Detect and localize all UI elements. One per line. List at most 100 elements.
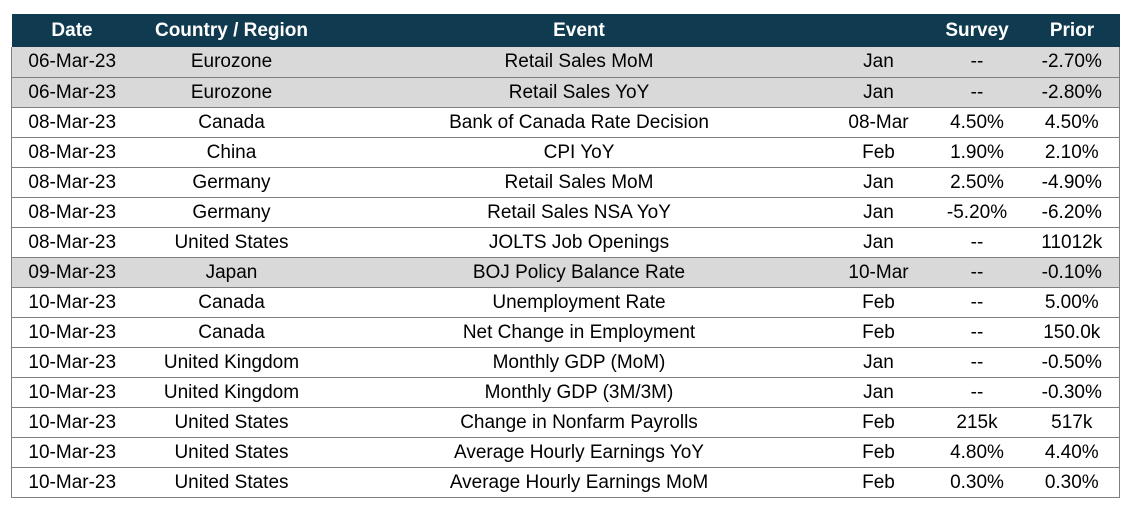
cell-period: Jan [827,197,930,228]
cell-survey: -- [929,227,1025,258]
cell-country: United States [132,407,331,438]
cell-survey: -- [929,347,1025,378]
cell-period: 10-Mar [827,257,930,288]
cell-date: 08-Mar-23 [11,107,133,138]
cell-prior: -0.50% [1024,347,1120,378]
cell-prior: -4.90% [1024,167,1120,198]
cell-survey: -- [929,377,1025,408]
cell-event: Retail Sales MoM [330,47,828,78]
cell-event: Net Change in Employment [330,317,828,348]
cell-event: BOJ Policy Balance Rate [330,257,828,288]
cell-survey: -- [929,317,1025,348]
cell-prior: -2.80% [1024,77,1120,108]
cell-event: Change in Nonfarm Payrolls [330,407,828,438]
cell-period: Jan [827,77,930,108]
cell-date: 10-Mar-23 [11,347,133,378]
table-header: Date Country / Region Event Survey Prior [11,14,1120,47]
cell-date: 10-Mar-23 [11,407,133,438]
cell-survey: 4.80% [929,437,1025,468]
table-row: 06-Mar-23 Eurozone Retail Sales MoM Jan -- -2… [11,47,1120,78]
cell-event: Retail Sales NSA YoY [330,197,828,228]
table-row: 10-Mar-23 Canada Unemployment Rate Feb -- 5.0… [11,287,1120,318]
cell-event: Retail Sales MoM [330,167,828,198]
cell-period: Feb [827,287,930,318]
cell-country: Canada [132,317,331,348]
table-row: 08-Mar-23 China CPI YoY Feb 1.90% 2.10% [11,137,1120,168]
economic-calendar-table: Date Country / Region Event Survey Prior… [11,14,1120,498]
table-row: 08-Mar-23 Canada Bank of Canada Rate Decis… [11,107,1120,138]
cell-period: Feb [827,317,930,348]
cell-date: 06-Mar-23 [11,47,133,78]
cell-prior: 4.50% [1024,107,1120,138]
cell-period: Jan [827,377,930,408]
cell-survey: -- [929,257,1025,288]
cell-date: 06-Mar-23 [11,77,133,108]
cell-event: Monthly GDP (3M/3M) [330,377,828,408]
cell-date: 10-Mar-23 [11,377,133,408]
header-event: Event [553,20,605,41]
cell-country: Germany [132,197,331,228]
cell-period: Feb [827,437,930,468]
table-row: 06-Mar-23 Eurozone Retail Sales YoY Jan -- -2… [11,77,1120,108]
table-body: 06-Mar-23 Eurozone Retail Sales MoM Jan -- -2… [11,47,1120,498]
cell-date: 10-Mar-23 [11,467,133,498]
cell-event: JOLTS Job Openings [330,227,828,258]
table-row: 10-Mar-23 United States Average Hourly Ear… [11,437,1120,468]
cell-prior: 0.30% [1024,467,1120,498]
cell-prior: -0.30% [1024,377,1120,408]
cell-country: China [132,137,331,168]
economic-calendar: Date Country / Region Event Survey Prior… [11,14,1120,498]
cell-country: Canada [132,107,331,138]
table-row: 09-Mar-23 Japan BOJ Policy Balance Rate 10-… [11,257,1120,288]
cell-date: 10-Mar-23 [11,317,133,348]
cell-date: 08-Mar-23 [11,197,133,228]
cell-period: Jan [827,167,930,198]
cell-event: Bank of Canada Rate Decision [330,107,828,138]
table-row: 08-Mar-23 United States JOLTS Job Openings… [11,227,1120,258]
cell-date: 09-Mar-23 [11,257,133,288]
cell-survey: 4.50% [929,107,1025,138]
cell-country: United States [132,437,331,468]
header-survey: Survey [945,20,1009,41]
cell-country: Eurozone [132,47,331,78]
cell-survey: 2.50% [929,167,1025,198]
cell-prior: 517k [1024,407,1120,438]
table-row: 08-Mar-23 Germany Retail Sales NSA YoY Jan -… [11,197,1120,228]
cell-prior: -2.70% [1024,47,1120,78]
cell-event: CPI YoY [330,137,828,168]
cell-country: United Kingdom [132,377,331,408]
cell-event: Average Hourly Earnings YoY [330,437,828,468]
cell-country: Japan [132,257,331,288]
cell-period: Jan [827,47,930,78]
cell-country: Eurozone [132,77,331,108]
cell-survey: 1.90% [929,137,1025,168]
cell-survey: 0.30% [929,467,1025,498]
cell-country: Germany [132,167,331,198]
cell-survey: -5.20% [929,197,1025,228]
cell-period: Jan [827,227,930,258]
table-row: 08-Mar-23 Germany Retail Sales MoM Jan 2.50%… [11,167,1120,198]
cell-prior: 2.10% [1024,137,1120,168]
table-row: 10-Mar-23 United Kingdom Monthly GDP (MoM)… [11,347,1120,378]
cell-prior: -0.10% [1024,257,1120,288]
cell-date: 08-Mar-23 [11,167,133,198]
cell-survey: 215k [929,407,1025,438]
cell-event: Monthly GDP (MoM) [330,347,828,378]
header-prior: Prior [1049,20,1095,41]
cell-prior: 4.40% [1024,437,1120,468]
cell-period: Jan [827,347,930,378]
table-row: 10-Mar-23 United Kingdom Monthly GDP (3M/3… [11,377,1120,408]
cell-country: United States [132,227,331,258]
cell-period: Feb [827,137,930,168]
cell-date: 10-Mar-23 [11,287,133,318]
cell-survey: -- [929,47,1025,78]
table-row: 10-Mar-23 United States Average Hourly Ear… [11,467,1120,498]
cell-period: Feb [827,467,930,498]
cell-period: Feb [827,407,930,438]
cell-event: Retail Sales YoY [330,77,828,108]
cell-survey: -- [929,287,1025,318]
cell-prior: 150.0k [1024,317,1120,348]
cell-date: 08-Mar-23 [11,227,133,258]
table-row: 10-Mar-23 United States Change in Nonfarm … [11,407,1120,438]
cell-country: United Kingdom [132,347,331,378]
